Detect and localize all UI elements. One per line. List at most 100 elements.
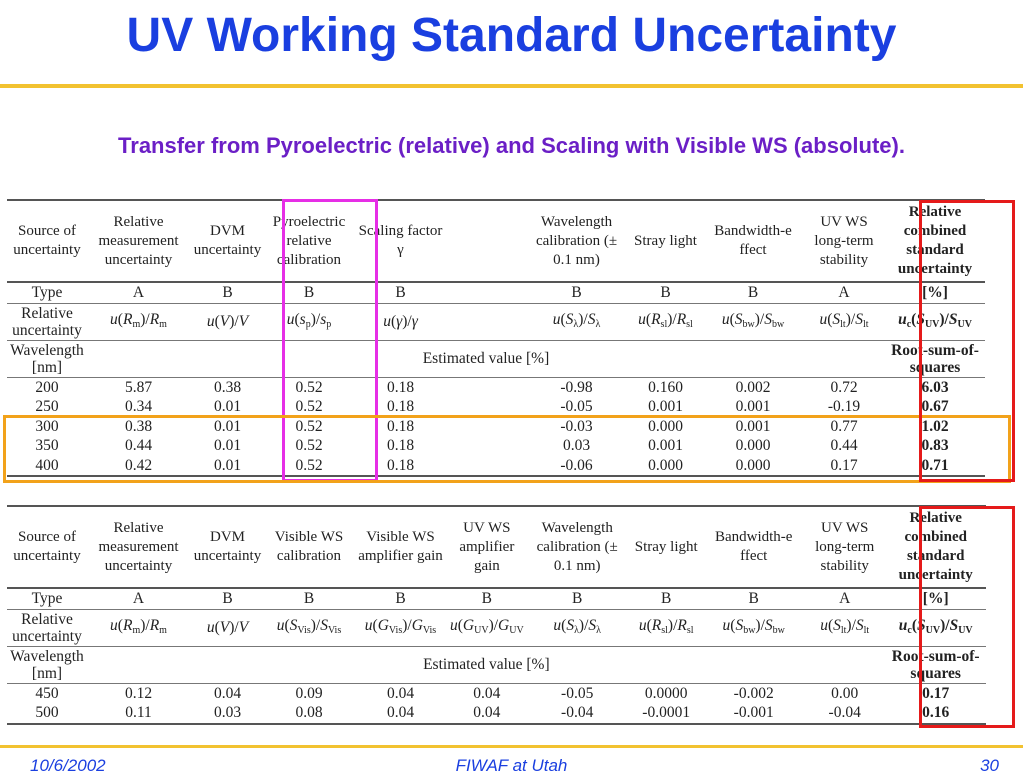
type-cell — [448, 281, 525, 303]
column-header: UV WS long-term stability — [803, 505, 886, 588]
value-cell — [448, 376, 525, 397]
column-header: Bandwidth-e ffect — [703, 199, 803, 282]
value-cell: 0.04 — [353, 703, 448, 725]
value-cell: -0.04 — [803, 703, 886, 725]
footer-center: FIWAF at Utah — [455, 756, 568, 775]
value-cell: 0.18 — [386, 417, 415, 435]
symbol-cell: u(SVis)/SVis — [265, 608, 353, 646]
wavelength-cell: 400 — [7, 455, 87, 477]
column-header: Source of uncertainty — [7, 505, 87, 588]
symbol-cell: u(V)/V — [190, 302, 265, 340]
value-cell: -0.002 — [703, 682, 804, 703]
value-cell: 0.002 — [703, 376, 803, 397]
slide-title: UV Working Standard Uncertainty — [126, 9, 897, 62]
value-cell: 0.160 — [628, 376, 703, 397]
combined-uncertainty-cell: 0.83 — [921, 437, 949, 455]
value-cell: 0.77 — [830, 417, 858, 435]
value-cell: 0.001 — [735, 417, 771, 435]
value-cell: -0.06 — [525, 455, 628, 477]
row-label-relative-uncertainty: Relative uncertainty — [7, 302, 87, 340]
value-cell: 0.000 — [735, 437, 771, 455]
symbol-cell: u(Rm)/Rm — [87, 302, 190, 340]
column-header: Stray light — [628, 199, 703, 282]
column-header: Scaling factor γ — [353, 199, 448, 282]
column-header: DVM uncertainty — [190, 199, 265, 282]
symbol-cell: u(Rsl)/Rsl — [628, 302, 703, 340]
value-cell: 0.01 — [213, 417, 242, 435]
type-cell: B — [628, 281, 703, 303]
type-cell: B — [265, 587, 353, 609]
symbol-cell: u(Sλ)/Sλ — [525, 302, 628, 340]
value-cell: 0.04 — [353, 682, 448, 703]
symbol-cell: u(GUV)/GUV — [448, 608, 526, 646]
value-cell: 0.17 — [803, 455, 885, 477]
footer-date: 10/6/2002 — [30, 756, 106, 775]
table-row: 350 0.44 0.01 0.52 0.18 0.03 0.001 0.000 0.44 0.8… — [7, 436, 985, 456]
type-cell: A — [803, 281, 885, 303]
value-cell: 0.38 — [190, 376, 265, 397]
type-cell: B — [525, 587, 629, 609]
value-cell: 0.09 — [265, 682, 353, 703]
combined-uncertainty-cell: 0.67 — [921, 398, 949, 416]
rows-300-400-highlight-box — [3, 415, 1011, 483]
value-cell: -0.05 — [525, 682, 629, 703]
value-cell: 0.44 — [830, 437, 858, 455]
value-cell: 0.001 — [735, 398, 771, 416]
type-cell: [%] — [885, 281, 985, 303]
wavelength-cell: 450 — [7, 682, 87, 703]
value-cell: 5.87 — [87, 376, 190, 397]
wavelength-cell: 300 — [35, 417, 59, 435]
symbol-cell: uc(SUV)/SUV — [885, 608, 986, 646]
column-header: Bandwidth-e ffect — [703, 505, 804, 588]
row-label-type: Type — [7, 587, 87, 609]
combined-uncertainty-cell: 0.17 — [885, 682, 986, 703]
wavelength-cell: 250 — [35, 398, 59, 416]
column-header: Wavelength calibration (± 0.1 nm) — [525, 505, 629, 588]
column-header: DVM uncertainty — [190, 505, 265, 588]
type-cell: B — [628, 587, 704, 609]
symbol-cell: u(Sλ)/Sλ — [525, 608, 629, 646]
value-cell: 0.42 — [87, 455, 190, 477]
type-cell: B — [525, 281, 628, 303]
value-cell — [448, 397, 525, 417]
rss-label: Root-sum-of-squares — [885, 645, 986, 683]
wavelength-cell: 350 — [35, 437, 59, 455]
symbol-cell: u(Sbw)/Sbw — [703, 608, 804, 646]
value-cell: 0.44 — [124, 437, 153, 455]
value-cell: 0.52 — [295, 417, 323, 435]
title-rule — [0, 84, 1023, 88]
symbol-cell: u(GVis)/GVis — [353, 608, 448, 646]
value-cell: -0.05 — [560, 398, 593, 416]
value-cell: 0.34 — [124, 398, 153, 416]
column-header: Relative combined standard uncertainty — [885, 505, 986, 588]
column-header — [448, 199, 525, 282]
type-cell: B — [190, 587, 265, 609]
symbol-cell — [448, 302, 525, 340]
value-cell: -0.03 — [560, 417, 593, 435]
value-cell — [448, 455, 525, 477]
value-cell: 0.08 — [265, 703, 353, 725]
value-cell: 0.03 — [190, 703, 265, 725]
type-cell: A — [803, 587, 886, 609]
slide-subtitle: Transfer from Pyroelectric (relative) an… — [118, 133, 905, 158]
wavelength-cell: 500 — [7, 703, 87, 725]
column-header: Wavelength calibration (± 0.1 nm) — [525, 199, 628, 282]
type-cell: B — [265, 281, 353, 303]
symbol-cell: uc(SUV)/SUV — [885, 302, 985, 340]
estimated-value-label: Estimated value [%] — [87, 339, 885, 377]
value-cell: 0.001 — [648, 437, 683, 455]
column-header: Visible WS calibration — [265, 505, 353, 588]
value-cell: 0.01 — [213, 437, 242, 455]
row-label-type: Type — [7, 281, 87, 303]
value-cell: 0.38 — [124, 417, 153, 435]
footer-rule — [0, 745, 1023, 748]
column-header: Relative measurement uncertainty — [87, 505, 190, 588]
value-cell: 0.18 — [386, 437, 415, 455]
symbol-cell: u(sp)/sp — [265, 302, 353, 340]
symbol-cell: u(Sbw)/Sbw — [703, 302, 803, 340]
wavelength-cell: 200 — [7, 376, 87, 397]
value-cell: 0.11 — [87, 703, 190, 725]
uncertainty-table-1: Source of uncertainty Relative measuremen… — [7, 199, 985, 477]
value-cell: 0.52 — [295, 437, 323, 455]
footer-page-number: 30 — [980, 756, 999, 775]
